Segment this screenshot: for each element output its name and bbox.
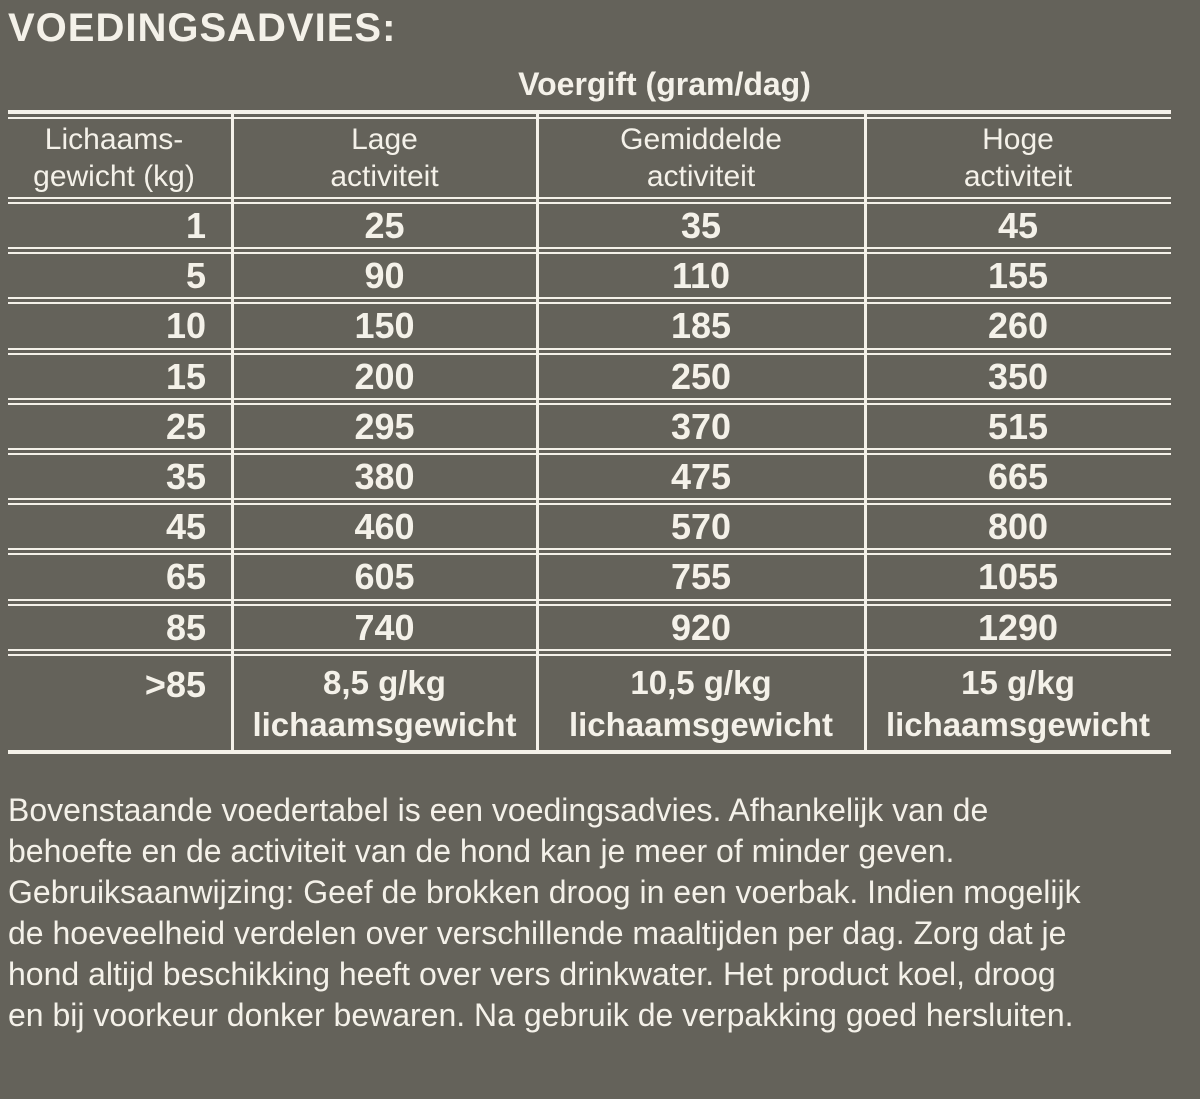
value-cell-high: 800 (987, 506, 1049, 548)
value-cell-low: 200 (354, 355, 415, 397)
value-cell-low: 740 (354, 606, 415, 648)
weight-cell: 65 (165, 556, 206, 598)
value-cell-high: 515 (987, 405, 1049, 447)
weight-cell: 5 (185, 255, 206, 297)
value-cell-high: 45 (997, 205, 1039, 246)
value-cell-low: 25 (364, 205, 405, 246)
header-cell-weight: Lichaams- gewicht (kg) (33, 122, 195, 194)
header-cell-low-activity: Lage activiteit (330, 122, 439, 194)
value-cell-high: 350 (987, 355, 1049, 397)
value-cell-low: 90 (364, 255, 405, 297)
table-caption: Voergift (gram/dag) (518, 66, 811, 102)
value-cell-low: 150 (354, 305, 415, 347)
value-cell-medium: 475 (670, 455, 732, 497)
feeding-table: Lichaams- gewicht (kg) Lage activiteit G… (8, 110, 1171, 754)
header-row: Lichaams- gewicht (kg) Lage activiteit G… (8, 117, 1171, 199)
table-row-5kg: 5 90 110 155 (8, 252, 1171, 300)
column-divider-2 (536, 114, 539, 750)
header-cell-high-activity: Hoge activiteit (963, 122, 1073, 194)
weight-cell: 25 (165, 405, 206, 447)
value-cell-medium: 370 (670, 405, 732, 447)
value-cell-medium: 110 (671, 255, 731, 297)
value-cell-high: 1290 (977, 606, 1059, 648)
weight-cell: 10 (165, 305, 206, 347)
value-cell-medium: 35 (680, 205, 722, 246)
voedingsadvies-panel: VOEDINGSADVIES: Voergift (gram/dag) Lich… (0, 6, 1200, 1099)
weight-cell: >85 (144, 663, 206, 705)
value-cell-low: 295 (354, 405, 415, 447)
value-cell-high: 665 (987, 455, 1049, 497)
weight-cell: 85 (165, 606, 206, 648)
value-cell-low: 460 (354, 506, 415, 548)
value-cell-medium: 920 (670, 606, 732, 648)
table-row-15kg: 15 200 250 350 (8, 352, 1171, 400)
value-cell-medium: 250 (670, 355, 732, 397)
column-divider-3 (864, 114, 867, 750)
value-cell-high: 155 (987, 255, 1049, 297)
table-row-1kg: 1 25 35 45 (8, 202, 1171, 250)
page-title: VOEDINGSADVIES: (8, 6, 397, 50)
value-cell-low: 380 (354, 455, 415, 497)
weight-cell: 15 (165, 355, 206, 397)
table-row-85kg: 85 740 920 1290 (8, 603, 1171, 651)
table-row-over-85kg: >85 8,5 g/kg lichaamsgewicht 10,5 g/kg l… (8, 653, 1171, 750)
table-row-35kg: 35 380 475 665 (8, 452, 1171, 501)
table-row-10kg: 10 150 185 260 (8, 302, 1171, 350)
value-cell-medium: 10,5 g/kg lichaamsgewicht (568, 663, 834, 743)
value-cell-high: 15 g/kg lichaamsgewicht (885, 663, 1151, 743)
value-cell-medium: 570 (670, 506, 732, 548)
weight-cell: 35 (165, 455, 206, 497)
value-cell-medium: 185 (670, 305, 732, 347)
value-cell-low: 605 (354, 556, 415, 598)
value-cell-low: 8,5 g/kg lichaamsgewicht (252, 663, 517, 743)
value-cell-high: 260 (987, 305, 1049, 347)
value-cell-medium: 755 (670, 556, 732, 598)
value-cell-high: 1055 (977, 556, 1059, 598)
weight-cell: 1 (185, 205, 206, 246)
weight-cell: 45 (165, 506, 206, 548)
table-row-65kg: 65 605 755 1055 (8, 553, 1171, 601)
table-row-25kg: 25 295 370 515 (8, 402, 1171, 450)
table-row-45kg: 45 460 570 800 (8, 503, 1171, 551)
header-cell-medium-activity: Gemiddelde activiteit (620, 122, 782, 194)
footer-text: Bovenstaande voedertabel is een voedings… (8, 791, 1081, 1033)
column-divider-1 (231, 114, 234, 750)
